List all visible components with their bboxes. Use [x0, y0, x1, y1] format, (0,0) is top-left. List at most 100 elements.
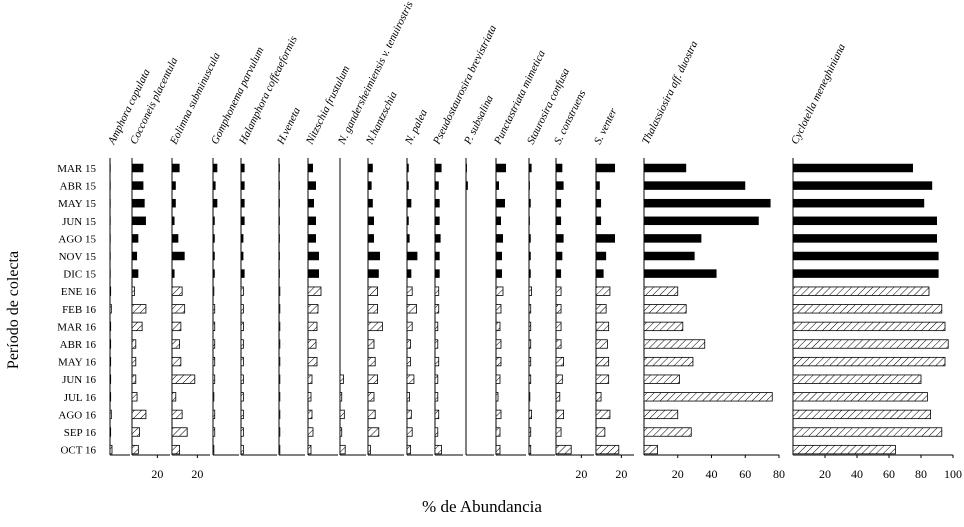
- tick-label: 20: [575, 467, 587, 481]
- bar: [529, 216, 530, 226]
- bar: [367, 392, 375, 402]
- bar: [172, 163, 180, 173]
- bar: [213, 269, 215, 278]
- bar: [495, 321, 501, 332]
- bar: [528, 392, 531, 402]
- tick-label: 80: [915, 467, 927, 481]
- bar: [556, 251, 563, 261]
- bar: [528, 374, 532, 384]
- bar: [172, 198, 176, 208]
- bar: [171, 339, 180, 349]
- bar: [529, 251, 531, 261]
- bar: [213, 198, 218, 208]
- bar: [109, 304, 112, 314]
- bar: [643, 286, 679, 296]
- bar: [792, 339, 949, 349]
- bar: [495, 427, 501, 437]
- bar: [555, 374, 563, 384]
- bar: [643, 427, 692, 437]
- bar: [528, 356, 532, 367]
- bar: [132, 198, 145, 208]
- bar: [434, 286, 440, 296]
- bar: [555, 286, 562, 296]
- bar: [596, 181, 600, 190]
- bar: [307, 427, 314, 437]
- bar: [308, 216, 316, 226]
- bar: [495, 286, 504, 296]
- bar: [367, 444, 371, 455]
- species-label: S. venter: [592, 106, 620, 146]
- category-label: AGO 16: [58, 409, 96, 421]
- category-label: AGO 15: [58, 233, 96, 245]
- category-label: MAR 16: [57, 321, 96, 333]
- bar: [339, 427, 343, 437]
- bar: [278, 339, 281, 349]
- bar: [596, 251, 607, 261]
- bar: [307, 339, 317, 349]
- species-panel: 20 S. venter: [592, 106, 634, 481]
- bar: [241, 163, 245, 173]
- bar: [528, 444, 532, 455]
- bar: [367, 427, 380, 437]
- bar: [407, 269, 412, 278]
- bar: [240, 427, 244, 437]
- bar: [793, 181, 933, 190]
- bar: [793, 163, 913, 173]
- bar: [171, 409, 183, 420]
- bar: [278, 427, 281, 437]
- bar: [496, 163, 506, 173]
- bar: [131, 444, 139, 455]
- bar: [406, 409, 412, 420]
- bar: [406, 356, 411, 367]
- bar: [643, 321, 684, 332]
- bar: [279, 181, 280, 190]
- bar: [278, 304, 281, 314]
- bar: [406, 444, 411, 455]
- bar: [212, 286, 215, 296]
- bar: [171, 356, 182, 367]
- bar: [367, 409, 376, 420]
- bar: [555, 304, 562, 314]
- bar: [171, 427, 188, 437]
- bar: [109, 427, 112, 437]
- bar: [466, 181, 468, 190]
- bar: [368, 269, 379, 278]
- bar: [434, 374, 439, 384]
- bar: [407, 234, 410, 243]
- bar: [110, 251, 111, 261]
- tick-label: 60: [739, 467, 751, 481]
- category-label: ABR 15: [60, 181, 97, 193]
- bar: [596, 269, 604, 278]
- bar: [793, 251, 939, 261]
- bar: [171, 374, 196, 384]
- bar: [213, 163, 218, 173]
- bar: [367, 374, 379, 384]
- bar: [240, 304, 244, 314]
- bar: [110, 234, 111, 243]
- bar: [643, 392, 773, 402]
- bar: [434, 427, 439, 437]
- bar: [307, 409, 313, 420]
- bar: [556, 234, 564, 243]
- category-label: MAY 15: [58, 198, 97, 210]
- bar: [556, 216, 562, 226]
- bar: [212, 374, 216, 384]
- bar: [644, 181, 746, 190]
- bar: [131, 409, 147, 420]
- bar: [171, 321, 182, 332]
- bar: [132, 251, 138, 261]
- bar: [595, 321, 610, 332]
- species-label: Thalassiosira aff. duostra: [640, 39, 701, 147]
- tick-label: 20: [672, 467, 684, 481]
- bar: [241, 234, 244, 243]
- bar: [110, 163, 111, 173]
- bar: [109, 286, 112, 296]
- bar: [556, 163, 563, 173]
- bar: [434, 339, 439, 349]
- bar: [109, 444, 113, 455]
- bar: [240, 286, 244, 296]
- bar: [132, 234, 139, 243]
- bar: [643, 409, 679, 420]
- species-panel: 20 40 60 80 100 Cyclotella meneghiniana: [789, 41, 962, 481]
- bar: [792, 356, 946, 367]
